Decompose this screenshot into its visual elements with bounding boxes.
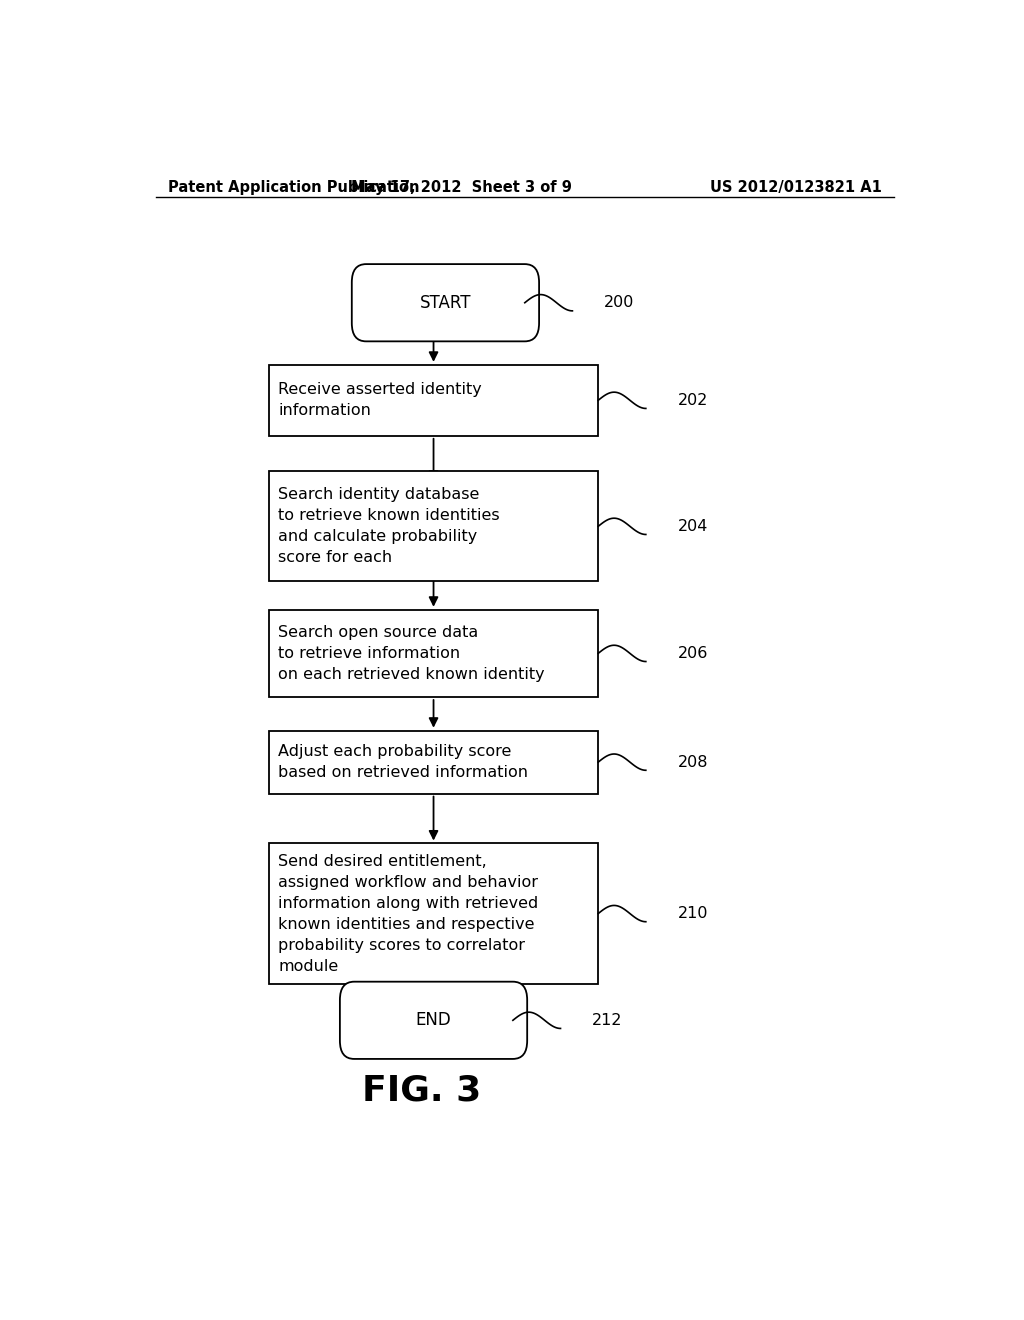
Text: Search identity database
to retrieve known identities
and calculate probability
: Search identity database to retrieve kno… bbox=[279, 487, 500, 565]
Text: END: END bbox=[416, 1011, 452, 1030]
Text: 208: 208 bbox=[678, 755, 708, 770]
FancyBboxPatch shape bbox=[352, 264, 539, 342]
Text: Receive asserted identity
information: Receive asserted identity information bbox=[279, 383, 482, 418]
FancyBboxPatch shape bbox=[269, 843, 598, 983]
Text: May 17, 2012  Sheet 3 of 9: May 17, 2012 Sheet 3 of 9 bbox=[351, 180, 571, 195]
Text: US 2012/0123821 A1: US 2012/0123821 A1 bbox=[710, 180, 882, 195]
FancyBboxPatch shape bbox=[269, 471, 598, 581]
FancyBboxPatch shape bbox=[269, 364, 598, 436]
Text: Search open source data
to retrieve information
on each retrieved known identity: Search open source data to retrieve info… bbox=[279, 624, 545, 682]
Text: Adjust each probability score
based on retrieved information: Adjust each probability score based on r… bbox=[279, 744, 528, 780]
Text: Send desired entitlement,
assigned workflow and behavior
information along with : Send desired entitlement, assigned workf… bbox=[279, 854, 539, 974]
FancyBboxPatch shape bbox=[340, 982, 527, 1059]
Text: 204: 204 bbox=[678, 519, 708, 533]
Text: 206: 206 bbox=[678, 645, 708, 661]
FancyBboxPatch shape bbox=[269, 731, 598, 793]
Text: 212: 212 bbox=[592, 1012, 623, 1028]
FancyBboxPatch shape bbox=[269, 610, 598, 697]
Text: 210: 210 bbox=[678, 906, 708, 921]
Text: Patent Application Publication: Patent Application Publication bbox=[168, 180, 419, 195]
Text: 200: 200 bbox=[604, 296, 635, 310]
Text: START: START bbox=[420, 294, 471, 312]
Text: 202: 202 bbox=[678, 393, 708, 408]
Text: FIG. 3: FIG. 3 bbox=[362, 1073, 481, 1107]
